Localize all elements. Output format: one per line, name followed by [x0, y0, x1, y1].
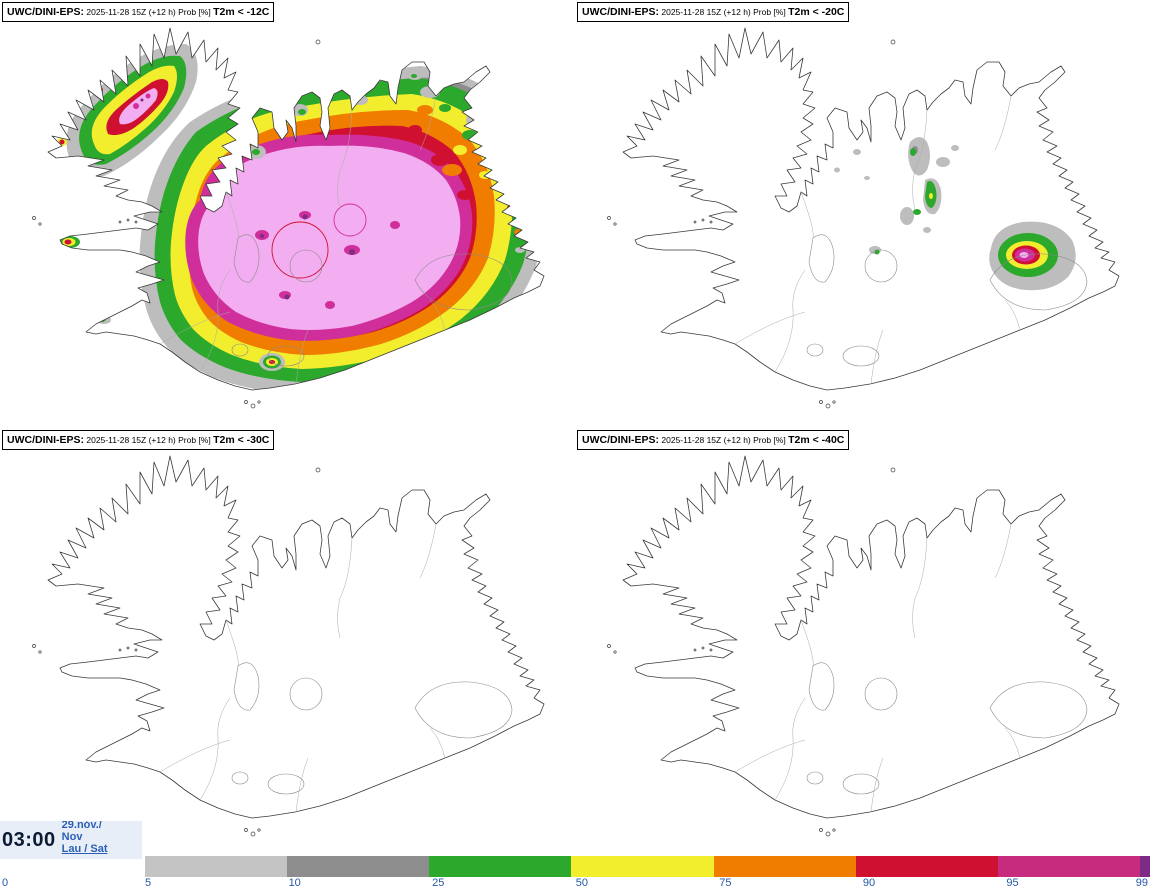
colorbar-tick-label: 5 [145, 877, 152, 889]
colorbar-segment [571, 856, 714, 877]
colorbar-tick-label: 10 [288, 877, 301, 889]
threshold-label: T2m < -40C [788, 434, 845, 446]
maps-grid: UWC/DINI-EPS: 2025-11-28 15Z (+12 h) Pro… [0, 0, 1150, 856]
model-name: UWC/DINI-EPS: [7, 6, 84, 18]
probability-overlay [834, 137, 1076, 290]
colorbar-segment [713, 856, 856, 877]
colorbar-labels: 5 10 25 50 75 90 95 99 [145, 877, 1150, 891]
colorbar-tick-label: 25 [432, 877, 445, 889]
colorbar-end-segment [1139, 856, 1150, 877]
valid-date: 29.nóv./ Nov Lau / Sat [61, 821, 108, 855]
panel-title: UWC/DINI-EPS: 2025-11-28 15Z (+12 h) Pro… [577, 430, 850, 450]
model-name: UWC/DINI-EPS: [7, 434, 84, 446]
iceland-map [0, 428, 575, 856]
date-month: Nov [61, 831, 83, 843]
probability-overlay [34, 44, 544, 394]
map-panel-t2m-lt-30c: UWC/DINI-EPS: 2025-11-28 15Z (+12 h) Pro… [0, 428, 575, 856]
map-panel-t2m-lt-20c: UWC/DINI-EPS: 2025-11-28 15Z (+12 h) Pro… [575, 0, 1150, 428]
iceland-coastline [33, 456, 545, 836]
panel-title: UWC/DINI-EPS: 2025-11-28 15Z (+12 h) Pro… [2, 2, 275, 22]
run-info: 2025-11-28 15Z (+12 h) Prob [%] [84, 7, 214, 17]
iceland-map [0, 0, 575, 428]
panel-title: UWC/DINI-EPS: 2025-11-28 15Z (+12 h) Pro… [2, 430, 275, 450]
run-info: 2025-11-28 15Z (+12 h) Prob [%] [84, 435, 214, 445]
colorbar-tick-label: 90 [862, 877, 876, 889]
run-info: 2025-11-28 15Z (+12 h) Prob [%] [659, 7, 789, 17]
model-name: UWC/DINI-EPS: [582, 434, 659, 446]
date-weekday-link[interactable]: Lau / Sat [61, 843, 108, 855]
threshold-label: T2m < -30C [213, 434, 270, 446]
map-panel-t2m-lt-40c: UWC/DINI-EPS: 2025-11-28 15Z (+12 h) Pro… [575, 428, 1150, 856]
colorbar-segment [287, 856, 430, 877]
iceland-coastline [608, 456, 1120, 836]
iceland-coastline [608, 28, 1120, 408]
iceland-map [575, 428, 1150, 856]
iceland-map [575, 0, 1150, 428]
colorbar-tick-label: 99 [1135, 877, 1148, 889]
colorbar-segment [145, 856, 288, 877]
run-info: 2025-11-28 15Z (+12 h) Prob [%] [659, 435, 789, 445]
colorbar-tick-label: 50 [575, 877, 588, 889]
datetime-box: 03:00 29.nóv./ Nov Lau / Sat [0, 821, 142, 859]
colorbar-zero-label: 0 [2, 877, 9, 889]
colorbar-tick-label: 95 [1006, 877, 1019, 889]
colorbar-tick-label: 75 [719, 877, 732, 889]
colorbar [145, 856, 1150, 877]
map-panel-t2m-lt-12c: UWC/DINI-EPS: 2025-11-28 15Z (+12 h) Pro… [0, 0, 575, 428]
valid-time: 03:00 [2, 828, 56, 851]
threshold-label: T2m < -12C [213, 6, 270, 18]
colorbar-segment [429, 856, 572, 877]
colorbar-segment [855, 856, 998, 877]
model-name: UWC/DINI-EPS: [582, 6, 659, 18]
colorbar-segment [997, 856, 1140, 877]
threshold-label: T2m < -20C [788, 6, 845, 18]
date-icelandic: 29.nóv./ [61, 821, 102, 831]
panel-title: UWC/DINI-EPS: 2025-11-28 15Z (+12 h) Pro… [577, 2, 850, 22]
